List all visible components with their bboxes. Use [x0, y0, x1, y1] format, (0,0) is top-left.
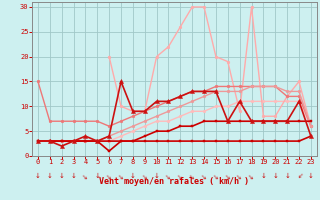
Text: ↓: ↓ [154, 173, 160, 179]
Text: ↓: ↓ [200, 173, 208, 181]
Text: ↓: ↓ [105, 173, 113, 181]
Text: ↓: ↓ [94, 173, 100, 179]
Text: ↓: ↓ [35, 173, 41, 179]
Text: ↓: ↓ [212, 173, 220, 181]
X-axis label: Vent moyen/en rafales ( km/h ): Vent moyen/en rafales ( km/h ) [100, 177, 249, 186]
Text: ↓: ↓ [81, 173, 90, 181]
Text: ↓: ↓ [117, 173, 125, 181]
Text: ↓: ↓ [164, 173, 173, 181]
Text: ↓: ↓ [260, 173, 266, 179]
Text: ↓: ↓ [224, 173, 232, 181]
Text: ↓: ↓ [176, 173, 185, 181]
Text: ↓: ↓ [140, 173, 149, 181]
Text: ↓: ↓ [130, 173, 136, 179]
Text: ↓: ↓ [47, 173, 53, 179]
Text: ↓: ↓ [71, 173, 76, 179]
Text: ↓: ↓ [272, 173, 278, 179]
Text: ↓: ↓ [59, 173, 65, 179]
Text: ↓: ↓ [236, 173, 244, 181]
Text: ↓: ↓ [284, 173, 290, 179]
Text: ↓: ↓ [188, 173, 196, 181]
Text: ↓: ↓ [295, 173, 303, 181]
Text: ↓: ↓ [308, 173, 314, 179]
Text: ↓: ↓ [247, 173, 256, 181]
